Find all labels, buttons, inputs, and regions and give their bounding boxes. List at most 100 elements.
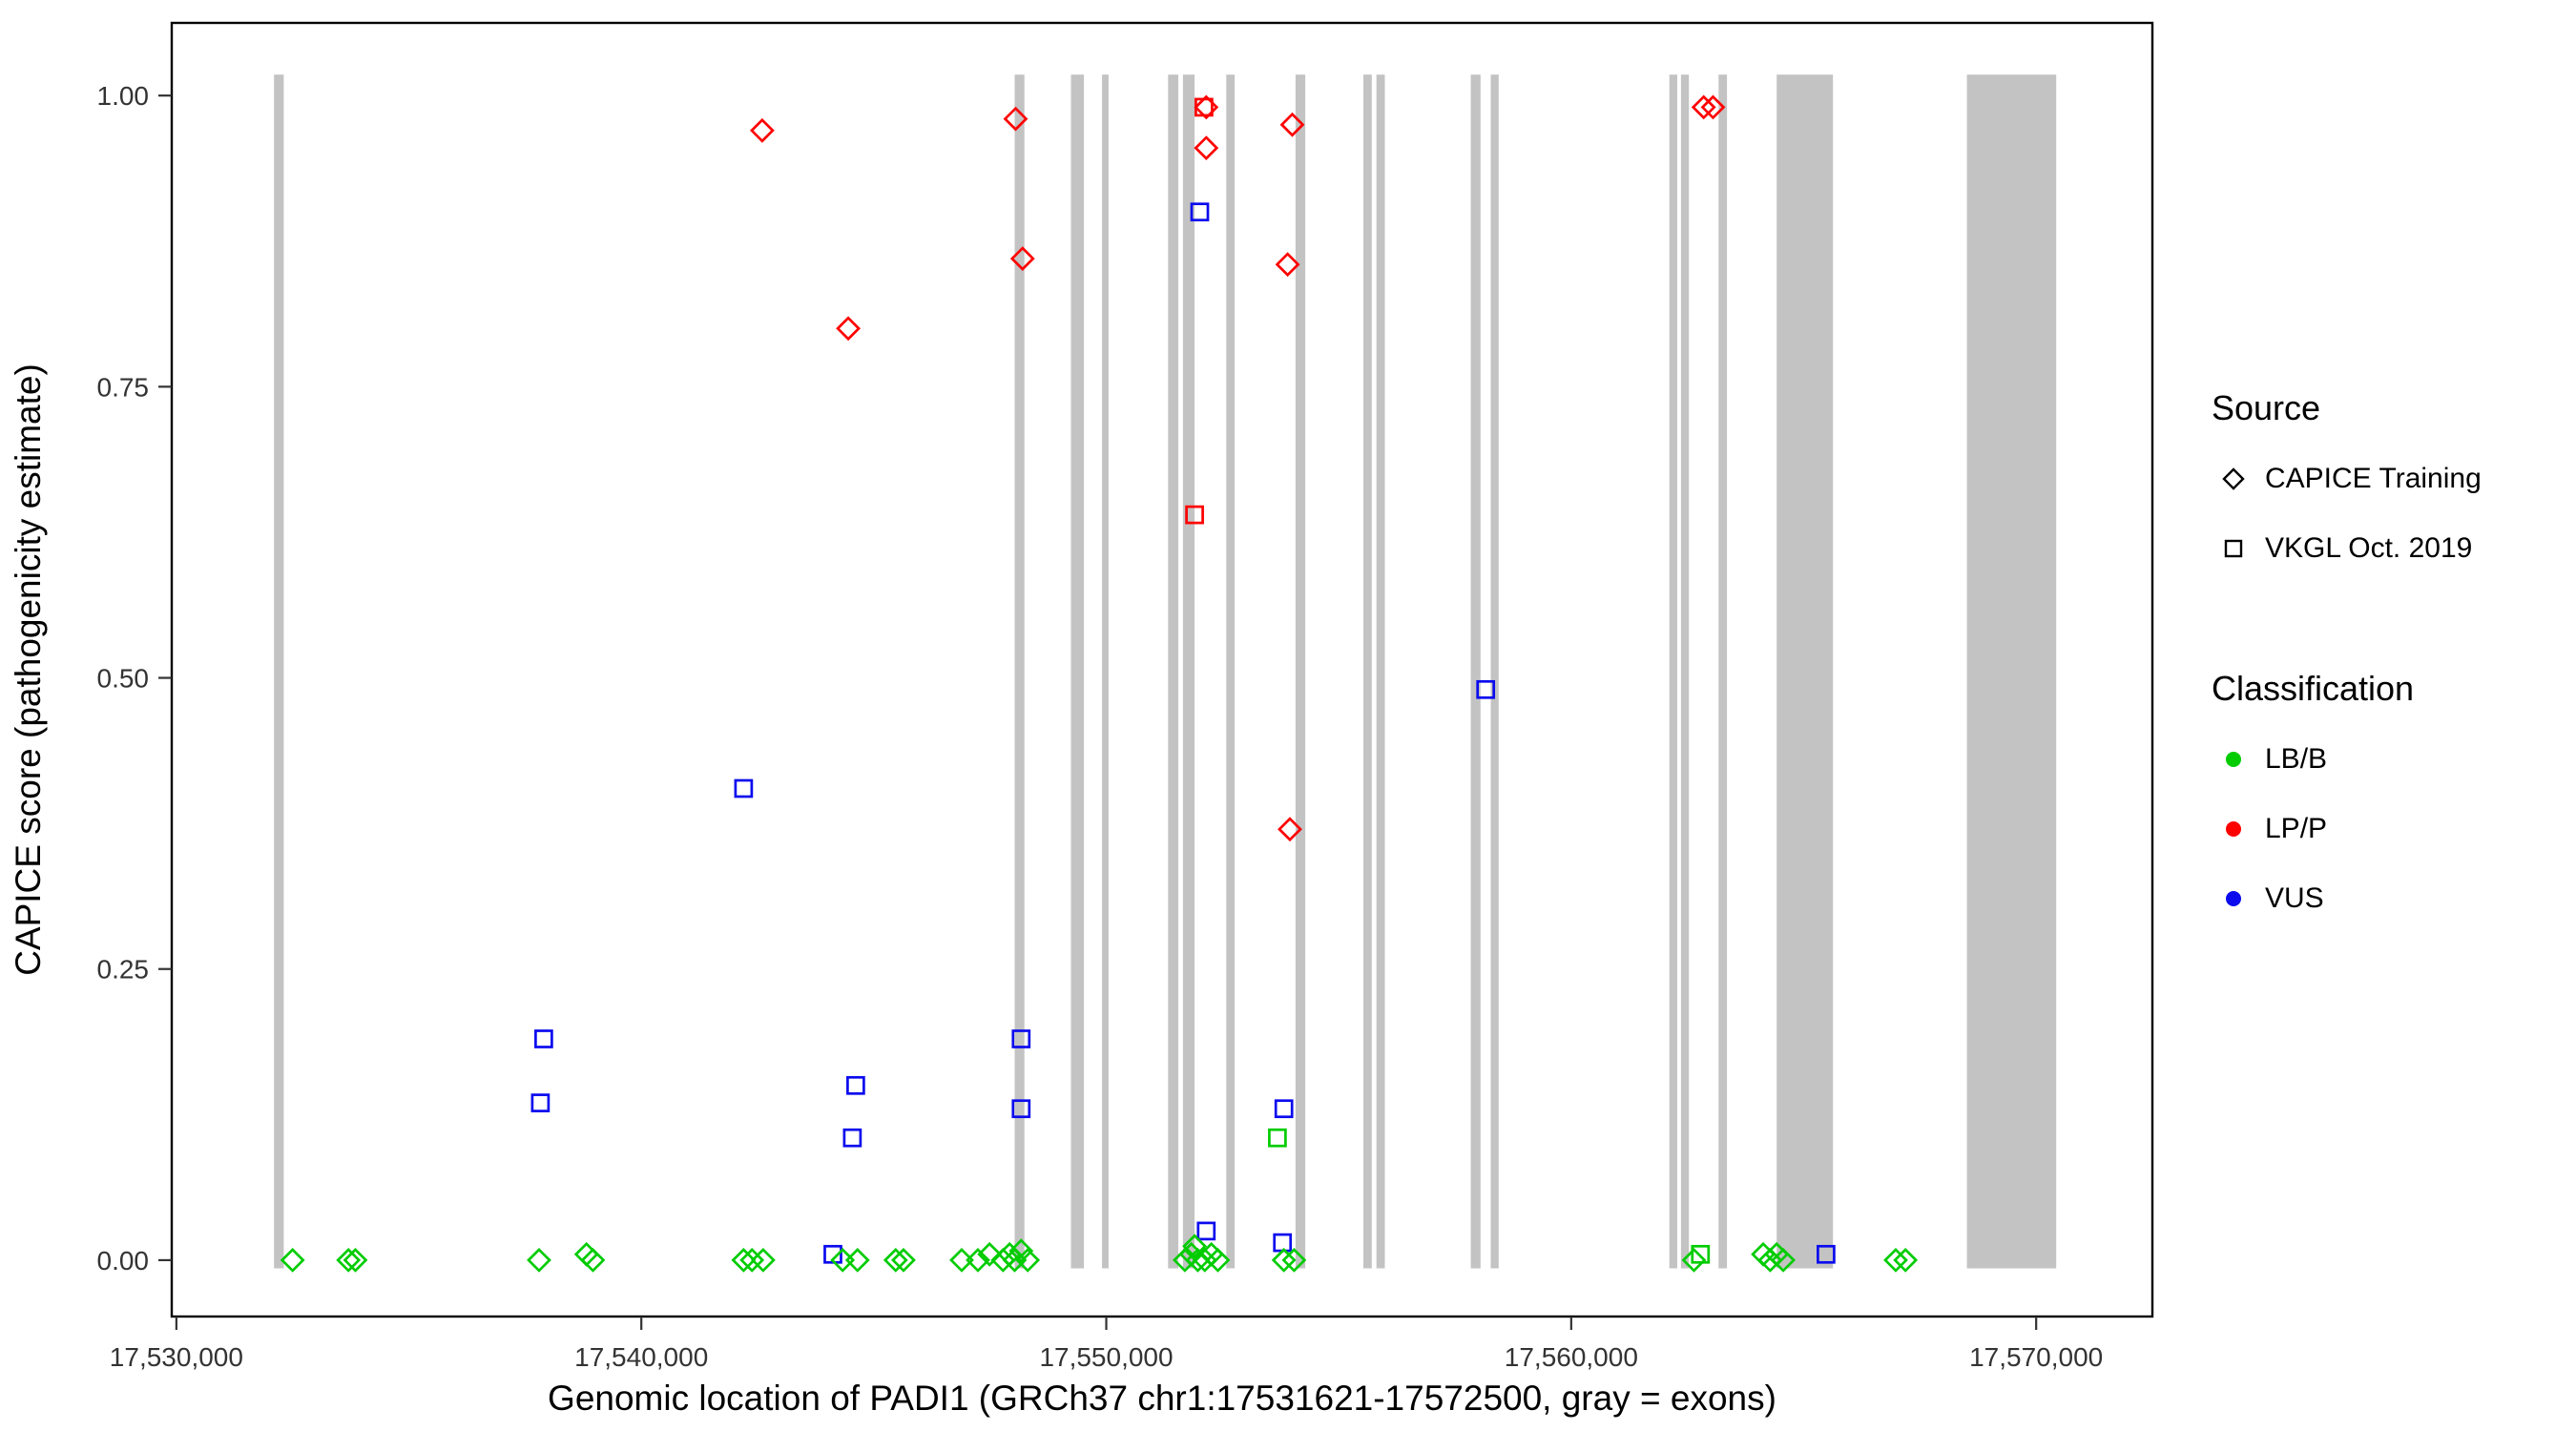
point-diamond xyxy=(1205,1247,1231,1273)
point-square xyxy=(1274,1099,1294,1119)
exon-bar xyxy=(1718,74,1728,1269)
legend-group-source: Source CAPICE Training VKGL Oct. 2019 xyxy=(2212,386,2565,583)
legend-item-capice-training: CAPICE Training xyxy=(2212,444,2565,513)
x-tick-label: 17,540,000 xyxy=(574,1342,708,1372)
point-diamond xyxy=(977,1241,1003,1267)
point-diamond xyxy=(1009,246,1035,272)
point-diamond xyxy=(1271,1247,1297,1273)
point-square xyxy=(1268,1128,1287,1148)
exon-bar xyxy=(1070,74,1085,1269)
point-diamond xyxy=(1893,1247,1919,1273)
point-square xyxy=(1817,1244,1836,1264)
x-axis-title: Genomic location of PADI1 (GRCh37 chr1:1… xyxy=(548,1379,1776,1418)
exon-bar xyxy=(1490,74,1499,1269)
point-square xyxy=(1185,505,1204,525)
point-diamond xyxy=(1681,1247,1707,1273)
legend-label-vkgl: VKGL Oct. 2019 xyxy=(2265,531,2473,564)
exon-bar xyxy=(1295,74,1306,1269)
legend-source-title: Source xyxy=(2212,388,2321,427)
point-diamond xyxy=(1275,252,1300,278)
legend: Source CAPICE Training VKGL Oct. 2019 xyxy=(2212,386,2565,933)
points-layer xyxy=(280,94,1919,1273)
panel-border xyxy=(170,21,2154,1318)
point-diamond xyxy=(1003,106,1028,132)
point-diamond xyxy=(580,1247,606,1273)
point-diamond xyxy=(891,1247,916,1273)
exon-bar xyxy=(1102,74,1109,1269)
y-tick-label: 0.50 xyxy=(97,664,150,694)
point-square xyxy=(534,1029,553,1048)
point-diamond xyxy=(830,1247,856,1273)
point-diamond xyxy=(280,1247,305,1273)
square-key-icon xyxy=(2212,532,2255,565)
y-tick-label: 0.25 xyxy=(97,955,150,985)
point-diamond xyxy=(1751,1241,1776,1267)
legend-label-lbb: LB/B xyxy=(2265,742,2328,775)
legend-label-capice-training: CAPICE Training xyxy=(2265,462,2482,494)
point-diamond xyxy=(1278,817,1302,842)
legend-label-vus: VUS xyxy=(2265,881,2324,914)
legend-classification-title: Classification xyxy=(2212,669,2415,708)
point-square xyxy=(1195,97,1214,117)
point-diamond xyxy=(750,1247,776,1273)
exon-bar xyxy=(274,74,284,1269)
exon-bar xyxy=(1226,74,1236,1269)
x-tick-label: 17,550,000 xyxy=(1039,1342,1173,1372)
legend-label-lpp: LP/P xyxy=(2265,812,2328,844)
legend-group-classification: Classification LB/B LP/P xyxy=(2212,667,2565,933)
point-diamond xyxy=(844,1247,870,1273)
point-square xyxy=(846,1075,865,1095)
point-diamond xyxy=(731,1247,757,1273)
y-tick-label: 1.00 xyxy=(97,81,150,111)
point-diamond xyxy=(343,1247,368,1273)
point-diamond xyxy=(1015,1247,1041,1273)
point-square xyxy=(1011,1099,1031,1119)
point-diamond xyxy=(527,1247,551,1273)
exon-bar xyxy=(1168,74,1178,1269)
point-square xyxy=(734,778,754,798)
y-tick-label: 0.00 xyxy=(97,1246,150,1275)
point-diamond xyxy=(1279,112,1305,137)
point-diamond xyxy=(1883,1247,1908,1273)
point-square xyxy=(1273,1233,1293,1253)
legend-item-lbb: LB/B xyxy=(2212,724,2565,794)
point-square xyxy=(1196,1221,1216,1241)
point-diamond xyxy=(1700,94,1726,120)
exon-bar xyxy=(1470,74,1481,1269)
point-diamond xyxy=(739,1247,765,1273)
legend-item-vus: VUS xyxy=(2212,863,2565,933)
point-diamond xyxy=(836,316,862,342)
point-diamond xyxy=(1182,1234,1208,1259)
point-diamond xyxy=(1008,1238,1034,1264)
point-diamond xyxy=(966,1247,990,1273)
point-diamond xyxy=(1771,1247,1797,1273)
exon-bar xyxy=(1182,74,1195,1269)
point-diamond xyxy=(949,1247,974,1273)
y-tick-label: 0.75 xyxy=(97,372,150,402)
exon-layer xyxy=(274,74,2057,1269)
point-diamond xyxy=(1691,94,1716,120)
diamond-key-icon xyxy=(2212,463,2255,495)
axis-ticks-layer: 17,530,000 17,540,000 17,550,000 17,560,000… xyxy=(97,81,2104,1372)
point-diamond xyxy=(749,117,775,143)
point-square xyxy=(530,1093,551,1112)
point-diamond xyxy=(990,1247,1016,1273)
exon-bar xyxy=(1014,74,1025,1269)
y-axis-title: CAPICE score (pathogenicity estimate) xyxy=(9,363,48,976)
x-tick-label: 17,530,000 xyxy=(110,1342,243,1372)
exon-bar xyxy=(1680,74,1690,1269)
x-tick-label: 17,560,000 xyxy=(1505,1342,1638,1372)
blue-dot-icon xyxy=(2212,882,2255,915)
legend-item-vkgl: VKGL Oct. 2019 xyxy=(2212,513,2565,583)
green-dot-icon xyxy=(2212,743,2255,776)
point-square xyxy=(1011,1029,1031,1048)
exon-bar xyxy=(1966,74,2057,1269)
exon-bar xyxy=(1363,74,1372,1269)
point-diamond xyxy=(1281,1247,1307,1273)
x-tick-label: 17,570,000 xyxy=(1969,1342,2103,1372)
point-diamond xyxy=(1194,135,1219,161)
point-square xyxy=(1476,679,1496,699)
exon-bar xyxy=(1669,74,1677,1269)
